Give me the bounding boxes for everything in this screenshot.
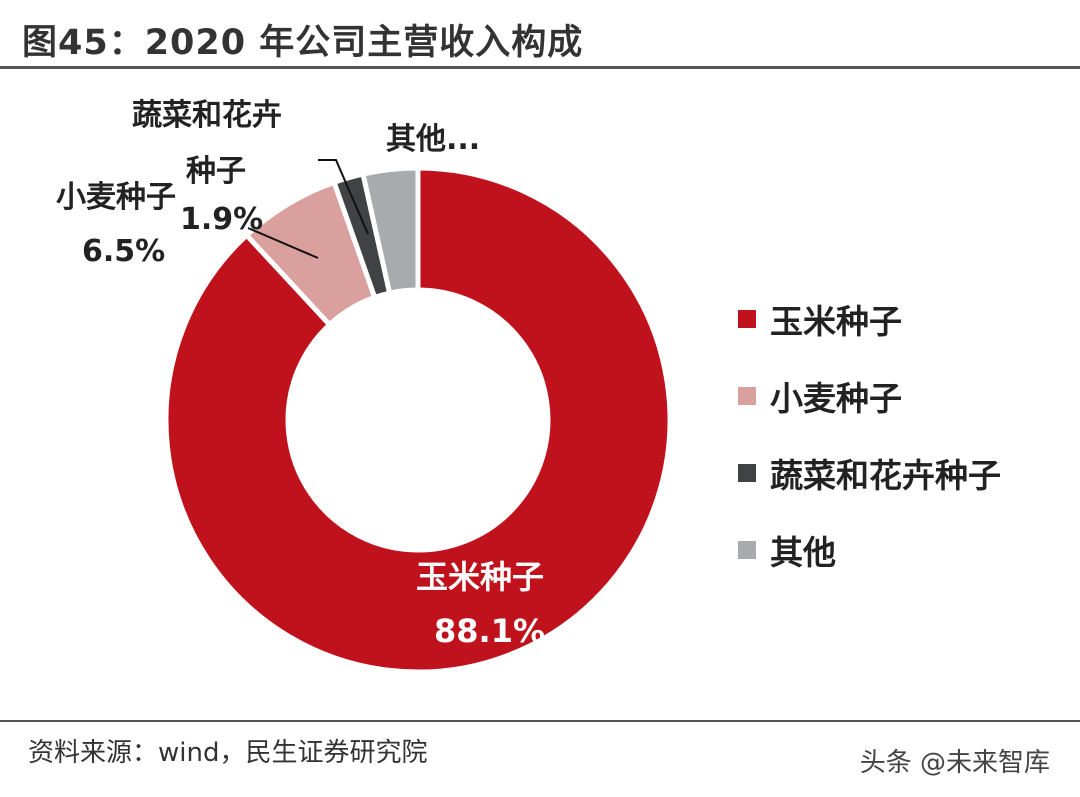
legend-item-corn: 玉米种子 (738, 280, 1001, 357)
chart-legend: 玉米种子 小麦种子 蔬菜和花卉种子 其他 (738, 280, 1001, 588)
watermark-text: 头条 @未来智库 (859, 748, 1050, 778)
corn-name-label: 玉米种子 (416, 558, 545, 596)
legend-label-wheat: 小麦种子 (770, 378, 902, 418)
other-name-label: 其他... (386, 122, 481, 157)
legend-item-other: 其他 (738, 511, 1001, 588)
corn-value-label: 88.1% (434, 612, 546, 650)
slice-corn (163, 165, 673, 675)
wheat-leader-line (247, 227, 319, 259)
veg-leader-line (318, 159, 369, 235)
wheat-value-label: 6.5% (82, 234, 166, 269)
legend-item-vegetable-flower: 蔬菜和花卉种子 (738, 434, 1001, 511)
slice-other (360, 165, 421, 297)
title-divider (0, 66, 1080, 69)
veg-label-line1: 蔬菜和花卉 (132, 98, 282, 133)
legend-swatch-wheat (738, 386, 756, 405)
wheat-name-label: 小麦种子 (56, 180, 176, 215)
legend-label-vegetable-flower: 蔬菜和花卉种子 (770, 455, 1001, 495)
veg-label-line2: 种子 (186, 154, 246, 189)
legend-item-wheat: 小麦种子 (738, 357, 1001, 434)
legend-swatch-corn (738, 309, 756, 328)
chart-title: 图45：2020 年公司主营收入构成 (22, 23, 584, 63)
source-note: 资料来源：wind，民生证券研究院 (28, 738, 428, 768)
legend-swatch-vegetable-flower (738, 463, 756, 482)
footer-divider (0, 720, 1080, 722)
legend-label-corn: 玉米种子 (770, 301, 902, 341)
veg-value-label: 1.9% (180, 202, 264, 237)
legend-label-other: 其他 (770, 532, 836, 572)
legend-swatch-other (738, 540, 756, 559)
